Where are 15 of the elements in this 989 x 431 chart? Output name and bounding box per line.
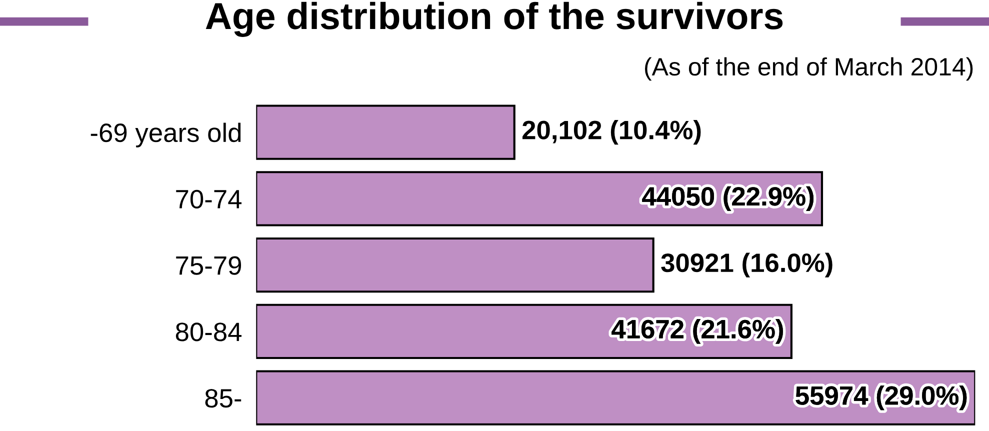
y-tick-label: 75-79 bbox=[176, 256, 242, 275]
data-label: 41672 (21.6%) bbox=[612, 319, 783, 344]
bar bbox=[256, 370, 976, 426]
data-label: 20,102 (10.4%) bbox=[522, 120, 701, 145]
y-tick-label: 80-84 bbox=[176, 322, 242, 342]
chart-subtitle: (As of the end of March 2014) bbox=[645, 57, 973, 81]
y-tick-label: 85- bbox=[205, 388, 242, 408]
data-label: 30921 (16.0%) bbox=[661, 252, 832, 278]
data-label: 55974 (29.0%) bbox=[796, 386, 967, 410]
data-label: 44050 (22.9%) bbox=[642, 186, 814, 211]
bar bbox=[256, 237, 654, 293]
chart-title: Age distribution of the survivors bbox=[206, 2, 783, 37]
y-tick-label: 70-74 bbox=[176, 190, 242, 209]
bar bbox=[256, 104, 516, 160]
y-tick-label: -69 years old bbox=[90, 122, 241, 148]
